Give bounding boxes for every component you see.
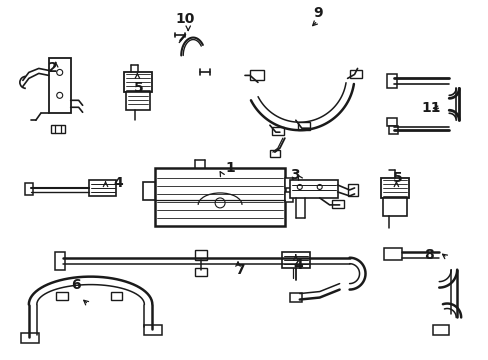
Text: 4: 4 [113,176,123,190]
Bar [381,178,408,198]
Text: 7: 7 [235,263,244,276]
Bar [21,333,39,343]
Bar [143,182,155,200]
Bar [331,200,343,208]
Text: 6: 6 [71,278,81,292]
Bar [384,248,402,260]
Text: 2: 2 [48,62,58,76]
Text: 4: 4 [292,258,302,272]
Bar [388,126,398,134]
Bar [386,118,397,126]
Bar [249,71,264,80]
Bar [55,252,64,270]
Bar [56,292,67,300]
Bar [124,72,152,92]
Bar [289,180,337,198]
Text: 10: 10 [175,12,195,26]
Bar [432,325,448,336]
Bar [155,168,285,226]
Text: 5: 5 [133,81,143,95]
Bar [88,180,116,196]
Bar [347,184,357,196]
Bar [271,127,283,135]
Text: 1: 1 [224,161,234,175]
Bar [383,198,407,216]
Text: 9: 9 [312,6,322,20]
Bar [126,92,150,110]
Bar [297,122,309,130]
Bar [195,268,207,276]
Text: 11: 11 [421,101,440,115]
Bar [51,125,64,133]
Bar [386,75,397,88]
Text: 3: 3 [289,168,299,182]
Bar [281,252,309,268]
Bar [349,71,361,78]
Bar [289,293,301,302]
Bar [285,192,292,202]
Bar [269,150,279,157]
Text: 8: 8 [424,248,433,262]
Bar [144,325,162,336]
Bar [285,178,292,188]
Bar [49,58,71,113]
Text: 5: 5 [392,171,402,185]
Bar [25,183,33,195]
Bar [110,292,122,300]
Bar [195,250,207,260]
